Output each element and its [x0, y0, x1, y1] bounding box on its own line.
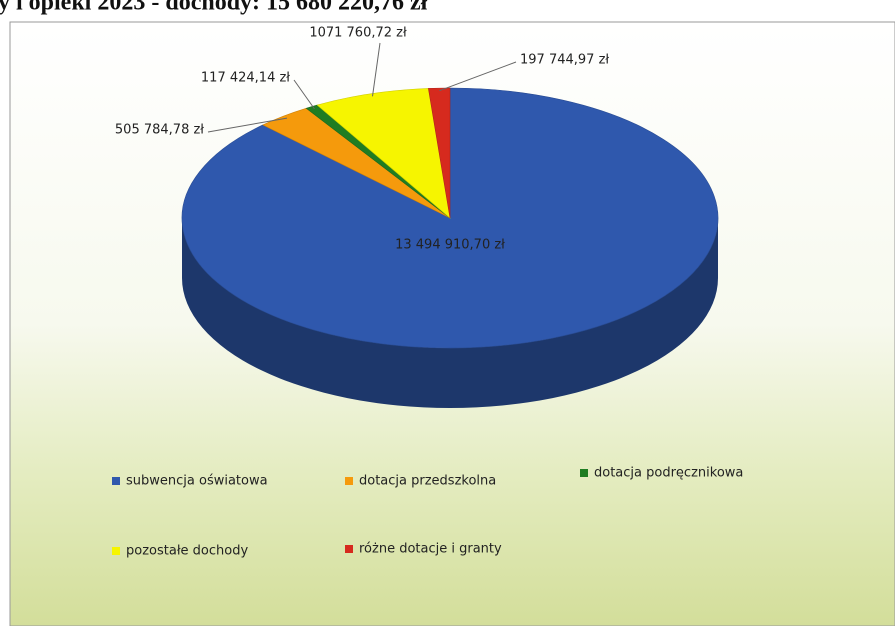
legend-swatch [580, 469, 588, 477]
legend-label: dotacja przedszkolna [359, 474, 496, 489]
legend-swatch [112, 547, 120, 555]
data-label: 197 744,97 zł [520, 53, 609, 68]
labels: 13 494 910,70 zł 505 784,78 zł 117 424,14 … [115, 26, 609, 253]
data-label: 13 494 910,70 zł [395, 238, 505, 253]
data-label: 117 424,14 zł [201, 71, 290, 86]
leader-line [439, 61, 517, 92]
legend-label: pozostałe dochody [126, 544, 248, 559]
chart-title: y i opieki 2023 - dochody: 15 680 220,76… [0, 0, 428, 16]
data-label: 1071 760,72 zł [309, 26, 407, 41]
legend-label: różne dotacje i granty [359, 542, 502, 557]
pie [181, 87, 719, 408]
legend-label: dotacja podręcznikowa [594, 466, 743, 481]
legend-swatch [345, 545, 353, 553]
pie-slice [428, 87, 451, 219]
pie-side [182, 218, 718, 408]
legend-label: subwencja oświatowa [126, 474, 268, 489]
leader-line [293, 79, 315, 110]
pie-slice [316, 88, 451, 219]
legend: subwencja oświatowa dotacja przedszkolna d… [112, 466, 743, 559]
leader-line [207, 117, 288, 133]
leader-line [372, 42, 381, 97]
legend-swatch [345, 477, 353, 485]
legend-swatch [112, 477, 120, 485]
data-label: 505 784,78 zł [115, 123, 204, 138]
